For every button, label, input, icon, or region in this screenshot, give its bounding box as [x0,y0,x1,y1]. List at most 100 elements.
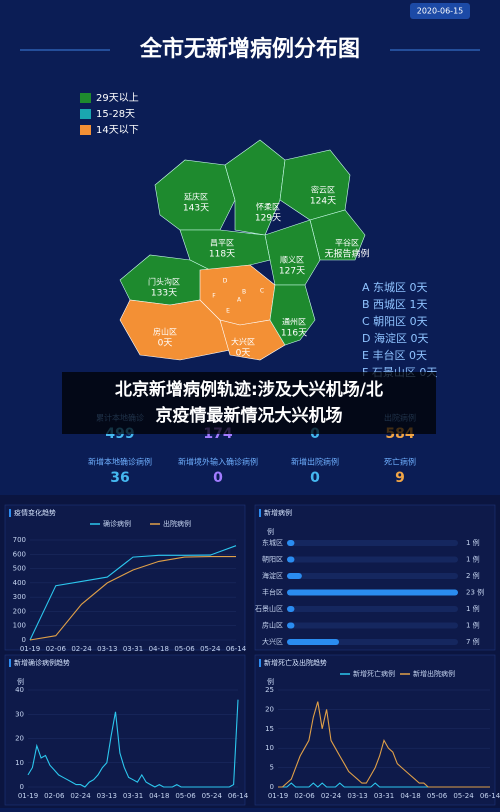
legend-swatch [80,125,91,135]
y-tick-label: 20 [265,705,274,713]
district-letter: F [212,293,216,300]
panel-marker [259,659,261,667]
bar-track [287,540,458,546]
y-tick-label: 30 [15,710,24,718]
x-tick-label: 05-24 [453,792,474,800]
x-tick-label: 02-06 [46,645,67,653]
district-item: A 东城区 0天 [362,281,428,294]
value-label: 1 例 [466,621,480,630]
district-days: 124天 [310,197,336,207]
stat-label: 死亡病例 [384,457,416,467]
series-line [29,545,237,641]
district-name: 通州区 [282,317,306,327]
panel-marker [9,509,11,517]
district-days: 0天 [236,349,251,359]
y-tick-label: 100 [13,622,26,630]
series-line [278,701,490,788]
y-tick-label: 20 [15,735,24,743]
map [119,139,366,361]
category-label: 朝阳区 [262,555,283,564]
y-tick-label: 10 [15,759,24,767]
value-label: 1 例 [466,604,480,613]
value-label: 1 例 [466,538,480,547]
y-tick-label: 5 [270,764,274,772]
x-tick-label: 05-06 [175,792,196,800]
district-days: 116天 [281,329,307,339]
panel [254,654,496,806]
x-tick-label: 02-24 [321,792,342,800]
district-days: 133天 [151,289,177,299]
district-item: C 朝阳区 0天 [362,315,428,328]
legend-label: 14天以下 [96,125,139,136]
x-tick-label: 04-18 [149,645,169,653]
category-label: 海淀区 [262,571,283,580]
legend-label: 29天以上 [96,92,139,104]
x-tick-label: 05-06 [427,792,448,800]
x-tick-label: 06-14 [226,645,247,653]
x-tick-label: 02-06 [294,792,315,800]
date-box [410,3,470,19]
district-days: 118天 [209,250,235,260]
legend-swatch [80,109,91,119]
series-line [29,556,236,641]
caption-box [62,372,436,434]
x-tick-label: 03-31 [123,792,143,800]
district-name: 怀柔区 [256,202,280,212]
x-tick-label: 06-14 [228,792,249,800]
district-days: 无报告病例 [324,248,369,260]
district-days: 143天 [183,204,209,214]
y-tick-label: 0 [22,636,26,644]
category-label: 东城区 [262,538,283,547]
y-tick-label: 600 [13,550,26,558]
legend-swatch [80,93,91,103]
bar [287,606,295,612]
axis-label: 例 [17,677,24,686]
y-tick-label: 300 [13,593,26,601]
axis-label: 例 [267,677,274,686]
y-tick-label: 0 [20,783,24,791]
y-tick-label: 10 [265,744,274,752]
x-tick-label: 02-24 [71,645,92,653]
legend-label: 新增死亡病例 [353,669,395,678]
bar-track [287,622,458,629]
value-label: 7 例 [466,637,480,646]
y-tick-label: 15 [265,725,274,733]
category-label: 大兴区 [262,637,283,646]
x-tick-label: 03-13 [97,645,117,653]
district-days: 0天 [158,339,173,349]
bar [287,573,302,579]
panel-marker [9,659,11,667]
x-tick-label: 04-18 [400,792,420,800]
district-days: 129天 [255,214,281,224]
category-label: 房山区 [262,621,283,630]
district-name: 平谷区 [335,239,359,248]
district [224,139,286,236]
y-tick-label: 500 [13,565,26,573]
bar-track [287,556,458,563]
stat-label: 新增本地确诊病例 [88,457,152,467]
district-letter: D [223,278,228,285]
series-line [27,699,239,788]
caption-line: 北京新增病例轨迹:涉及大兴机场/北 [115,379,383,400]
panel-title: 新增病例 [264,508,292,517]
x-tick-label: 02-24 [70,792,91,800]
bar [287,589,458,596]
district [269,284,316,346]
x-tick-label: 03-13 [347,792,367,800]
district-name: 房山区 [153,327,177,337]
category-label: 丰台区 [262,588,283,597]
district [154,159,236,231]
bar-track [287,606,458,612]
caption-line: 京疫情最新情况大兴机场 [156,405,343,426]
bar [287,639,340,645]
stat-label: 新增出院病例 [291,457,339,467]
panel [4,654,246,806]
stat-value: 0 [213,470,223,486]
x-tick-label: 01-19 [20,645,40,653]
y-tick-label: 700 [13,536,26,544]
district-name: 门头沟区 [148,277,180,287]
x-tick-label: 03-31 [123,645,143,653]
y-tick-label: 0 [270,783,274,791]
bar [287,556,295,563]
